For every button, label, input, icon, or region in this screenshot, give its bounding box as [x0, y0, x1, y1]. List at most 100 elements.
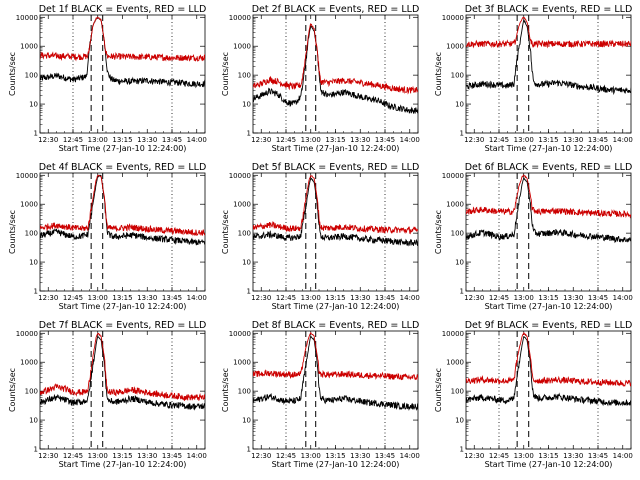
y-tick-label: 10 [455, 259, 464, 267]
x-axis-label: Start Time (27-Jan-10 12:24:00) [59, 144, 187, 153]
chart-title: Det 1f BLACK = Events, RED = LLD [39, 4, 207, 15]
y-tick-label: 1000 [20, 359, 38, 367]
y-tick-label: 1000 [233, 43, 251, 51]
x-tick-label: 12:45 [489, 452, 509, 460]
chart-title: Det 9f BLACK = Events, RED = LLD [465, 320, 633, 331]
y-axis-label: Counts/sec [8, 368, 17, 412]
x-axis-label: Start Time (27-Jan-10 12:24:00) [485, 302, 613, 311]
lld-series-line [466, 332, 631, 387]
y-tick-label: 10 [29, 417, 38, 425]
x-tick-label: 13:15 [325, 452, 345, 460]
x-tick-label: 14:00 [613, 452, 633, 460]
y-axis-label: Counts/sec [434, 52, 443, 96]
x-tick-label: 13:30 [137, 452, 157, 460]
y-tick-label: 1 [460, 446, 464, 454]
detector-panel: Det 2f BLACK = Events, RED = LLD 12:30 12:… [221, 4, 420, 153]
y-tick-label: 1000 [446, 43, 464, 51]
y-tick-label: 1 [247, 130, 251, 138]
y-tick-label: 1 [34, 288, 38, 296]
x-tick-label: 12:45 [63, 294, 83, 302]
lld-series-line [40, 332, 205, 402]
x-tick-label: 12:45 [63, 136, 83, 144]
x-tick-label: 13:00 [88, 136, 108, 144]
y-axis-label: Counts/sec [8, 210, 17, 254]
x-tick-label: 13:00 [514, 452, 534, 460]
x-tick-label: 13:45 [162, 294, 182, 302]
detector-panel: Det 1f BLACK = Events, RED = LLD 12:30 12:… [8, 4, 207, 153]
x-tick-label: 12:45 [276, 136, 296, 144]
plot-frame [252, 330, 419, 450]
x-tick-label: 12:30 [251, 136, 271, 144]
events-series-line [466, 18, 631, 96]
y-tick-label: 10 [29, 101, 38, 109]
y-axis-label: Counts/sec [8, 52, 17, 96]
plot-frame [465, 330, 632, 450]
x-tick-label: 13:30 [563, 452, 583, 460]
x-axis-label: Start Time (27-Jan-10 12:24:00) [59, 302, 187, 311]
x-tick-label: 14:00 [187, 294, 207, 302]
y-axis-label: Counts/sec [221, 210, 230, 254]
y-tick-label: 1 [247, 288, 251, 296]
x-tick-label: 13:15 [112, 136, 132, 144]
x-tick-label: 13:45 [588, 136, 608, 144]
x-tick-label: 13:30 [350, 452, 370, 460]
x-tick-label: 13:30 [350, 136, 370, 144]
y-tick-label: 100 [451, 72, 464, 80]
x-axis-label: Start Time (27-Jan-10 12:24:00) [272, 302, 400, 311]
y-tick-label: 10000 [229, 330, 251, 338]
detector-panel: Det 5f BLACK = Events, RED = LLD 12:30 12:… [221, 162, 420, 311]
y-tick-label: 10 [455, 417, 464, 425]
x-axis-label: Start Time (27-Jan-10 12:24:00) [59, 460, 187, 469]
x-axis-label: Start Time (27-Jan-10 12:24:00) [272, 144, 400, 153]
y-tick-label: 10 [242, 101, 251, 109]
y-tick-label: 1000 [233, 201, 251, 209]
x-tick-label: 13:30 [137, 136, 157, 144]
x-axis-label: Start Time (27-Jan-10 12:24:00) [485, 144, 613, 153]
x-tick-label: 13:45 [375, 452, 395, 460]
y-tick-label: 10000 [16, 330, 38, 338]
detector-panel: Det 6f BLACK = Events, RED = LLD 12:30 12:… [434, 162, 633, 311]
events-series-line [466, 336, 631, 407]
x-tick-label: 12:45 [489, 136, 509, 144]
detector-panel: Det 8f BLACK = Events, RED = LLD 12:30 12:… [221, 320, 420, 469]
y-tick-label: 10000 [229, 172, 251, 180]
x-tick-label: 13:15 [112, 452, 132, 460]
chart-title: Det 6f BLACK = Events, RED = LLD [465, 162, 633, 173]
events-series-line [466, 176, 631, 244]
events-series-line [40, 16, 205, 89]
x-tick-label: 13:45 [375, 294, 395, 302]
x-tick-label: 14:00 [400, 136, 420, 144]
x-tick-label: 13:30 [563, 136, 583, 144]
x-tick-label: 13:00 [88, 294, 108, 302]
x-tick-label: 13:15 [325, 136, 345, 144]
y-tick-label: 100 [25, 388, 38, 396]
x-tick-label: 13:15 [538, 452, 558, 460]
lld-series-line [253, 22, 418, 95]
chart-title: Det 2f BLACK = Events, RED = LLD [252, 4, 420, 15]
x-tick-label: 14:00 [187, 136, 207, 144]
y-tick-label: 1000 [446, 201, 464, 209]
plot-frame [39, 14, 206, 134]
events-series-line [253, 176, 418, 247]
y-tick-label: 10 [242, 259, 251, 267]
y-tick-label: 1000 [20, 201, 38, 209]
y-tick-label: 100 [451, 230, 464, 238]
y-tick-label: 1000 [20, 43, 38, 51]
x-tick-label: 13:00 [301, 294, 321, 302]
lld-series-line [40, 174, 205, 237]
plot-frame [465, 14, 632, 134]
x-tick-label: 13:15 [112, 294, 132, 302]
x-tick-label: 12:30 [464, 136, 484, 144]
detector-panel: Det 7f BLACK = Events, RED = LLD 12:30 12:… [8, 320, 207, 469]
x-axis-label: Start Time (27-Jan-10 12:24:00) [485, 460, 613, 469]
x-tick-label: 14:00 [400, 294, 420, 302]
y-tick-label: 10000 [229, 14, 251, 22]
x-tick-label: 12:30 [251, 452, 271, 460]
x-tick-label: 12:30 [464, 294, 484, 302]
lld-series-line [466, 16, 631, 49]
x-tick-label: 13:00 [514, 294, 534, 302]
detector-panel: Det 9f BLACK = Events, RED = LLD 12:30 12:… [434, 320, 633, 469]
y-tick-label: 1 [460, 288, 464, 296]
detector-panel: Det 4f BLACK = Events, RED = LLD 12:30 12:… [8, 162, 207, 311]
